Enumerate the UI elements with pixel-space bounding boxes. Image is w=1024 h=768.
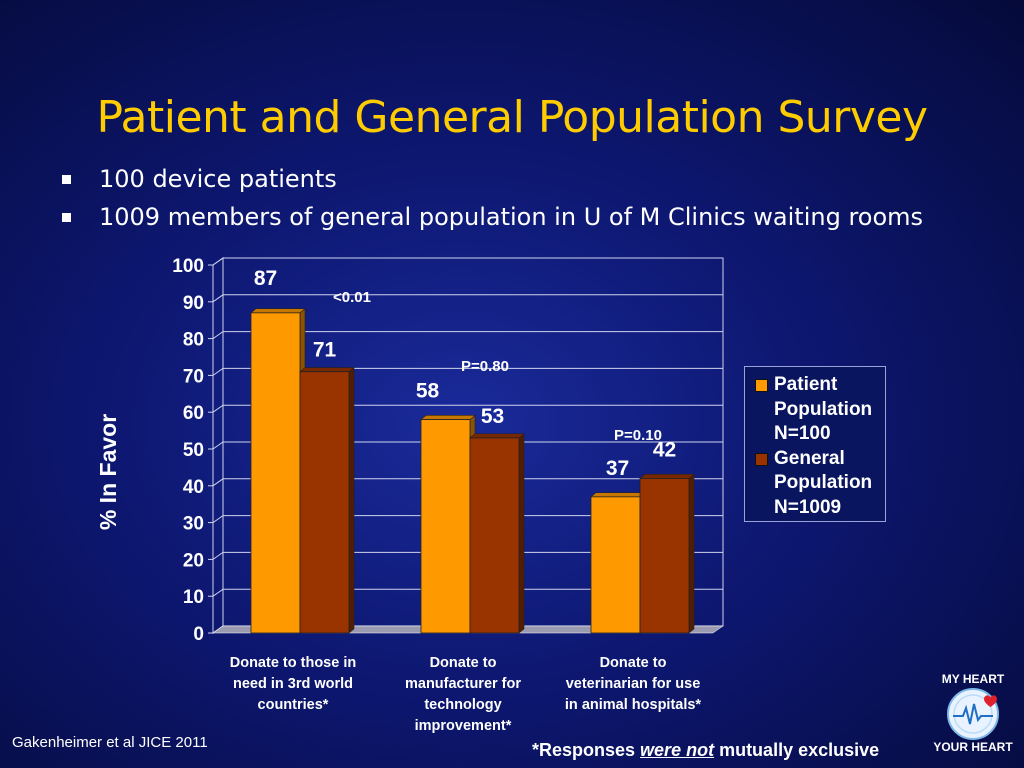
footnote-prefix: *Responses	[532, 740, 641, 760]
bullet-item: 1009 members of general population in U …	[62, 198, 923, 236]
gridline	[212, 551, 723, 560]
p-value-annotation: <0.01	[333, 289, 371, 306]
bullet-text: 1009 members of general population in U …	[99, 203, 924, 231]
bar-value-label: 37	[606, 457, 629, 480]
y-axis-label: % In Favor	[95, 414, 121, 530]
y-tick-label: 10	[183, 587, 204, 608]
y-tick-label: 50	[183, 440, 204, 461]
bar-value-label: 53	[481, 405, 504, 428]
x-category-label: Donate to veterinarian for use in animal h…	[565, 655, 702, 713]
y-tick-label: 40	[183, 477, 204, 498]
x-category-label-line: countries*	[258, 697, 329, 713]
x-category-label-line: Donate to those in	[230, 655, 356, 671]
x-category-label-line: manufacturer for	[405, 676, 521, 692]
gridline	[212, 404, 723, 413]
legend-swatch-general	[755, 452, 768, 466]
chart-legend: Patient Population N=100 General Populat…	[744, 366, 886, 522]
gridline	[212, 478, 723, 487]
gridline	[212, 367, 723, 376]
gridline	[212, 294, 723, 303]
y-tick-label: 0	[193, 624, 204, 645]
x-category-label-line: need in 3rd world	[233, 676, 353, 692]
bar-value-label: 71	[313, 339, 337, 362]
legend-label-general: General Population N=1009	[774, 447, 873, 518]
x-category-label-line: technology	[424, 697, 501, 713]
bullet-text: 100 device patients	[99, 165, 337, 193]
logo-top-text: MY HEART	[941, 672, 1005, 686]
p-value-annotation: P=0.80	[461, 358, 509, 375]
gridline	[212, 441, 723, 450]
footnote-suffix: mutually exclusive	[714, 740, 880, 760]
square-bullet-icon	[62, 174, 71, 184]
gridline	[212, 257, 723, 266]
square-bullet-icon	[62, 212, 71, 222]
gridline	[212, 588, 723, 597]
y-tick-label: 30	[183, 514, 204, 535]
footnote-emphasis: were not	[640, 740, 715, 760]
logo-bottom-text: YOUR HEART	[933, 740, 1013, 754]
bar-side-general	[688, 473, 695, 634]
bar-value-label: 42	[653, 438, 676, 461]
bar-top-patient	[250, 308, 306, 314]
my-heart-your-heart-logo: MY HEART YOUR HEART	[928, 670, 1018, 762]
legend-entry-patient: Patient Population N=100	[755, 373, 881, 447]
bar-value-label: 87	[254, 267, 277, 290]
bar-top-patient	[590, 492, 646, 498]
gridline	[212, 515, 723, 524]
x-category-label-line: in animal hospitals*	[565, 697, 702, 713]
y-tick-label: 70	[183, 366, 204, 387]
citation: Gakenheimer et al JICE 2011	[12, 734, 208, 751]
slide-title: Patient and General Population Survey	[96, 92, 928, 143]
heart-globe-icon	[947, 688, 999, 740]
bar-top-general	[299, 367, 355, 373]
y-tick-label: 20	[183, 550, 204, 571]
bar-top-general	[639, 473, 695, 479]
bar-patient	[590, 496, 641, 634]
x-category-label-line: veterinarian for use	[566, 676, 701, 692]
legend-swatch-patient	[755, 379, 768, 392]
legend-entry-general: General Population N=1009	[755, 447, 881, 521]
gridline	[212, 331, 723, 340]
bar-side-general	[348, 366, 355, 634]
bar-top-patient	[420, 415, 476, 420]
bar-side-general	[518, 433, 525, 634]
y-tick-label: 60	[183, 403, 204, 424]
bar-patient	[420, 419, 471, 634]
bar-value-label: 58	[416, 380, 440, 403]
x-category-label: Donate to manufacturer for technology impro…	[405, 655, 521, 734]
y-tick-label: 80	[183, 330, 204, 351]
bar-patient	[250, 312, 301, 634]
bar-general	[639, 478, 690, 634]
p-value-annotation: P=0.10	[614, 427, 662, 444]
legend-label-patient: Patient Population N=100	[774, 374, 873, 444]
bullet-item: 100 device patients	[62, 160, 923, 198]
y-tick-label: 100	[172, 256, 204, 277]
bullet-list: 100 device patients 1009 members of gene…	[62, 160, 923, 236]
x-category-label-line: Donate to	[430, 655, 497, 671]
bar-general	[469, 437, 520, 634]
x-category-label: Donate to those in need in 3rd world count…	[230, 655, 356, 713]
x-category-label-line: Donate to	[600, 655, 667, 671]
x-category-label-line: improvement*	[415, 718, 512, 734]
footnote: *Responses were not mutually exclusive	[532, 740, 879, 761]
bar-top-general	[469, 433, 525, 439]
y-tick-label: 90	[183, 293, 204, 314]
bar-general	[299, 371, 350, 634]
